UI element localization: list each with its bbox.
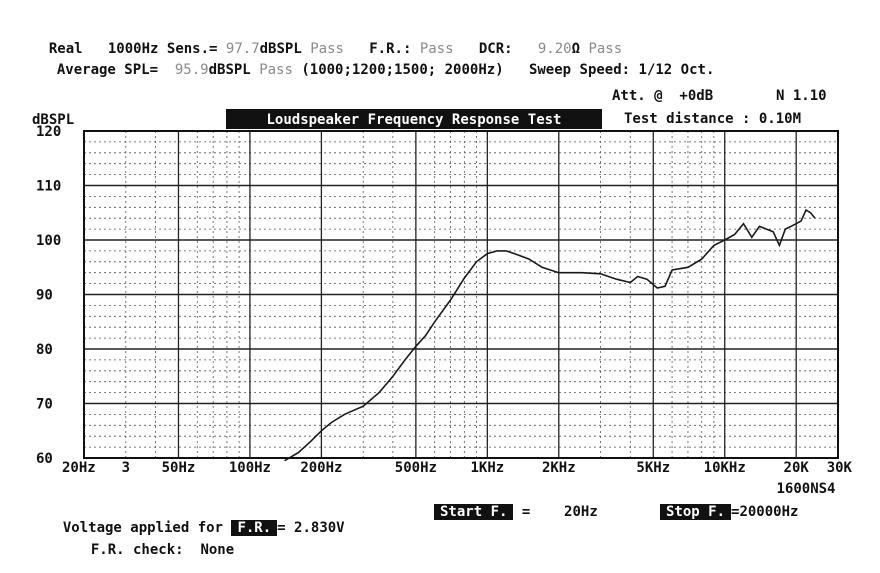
frequency-label: 1000Hz <box>107 41 159 57</box>
stop-frequency-group: Stop F. =20000Hz <box>660 504 798 520</box>
chart-title-box <box>226 109 602 129</box>
sensitivity-label: Sens.= <box>166 41 218 57</box>
average-spl-status: Pass <box>259 62 293 78</box>
start-frequency-value: 20Hz <box>564 504 598 520</box>
stop-frequency-box: Stop F. <box>660 504 732 520</box>
y-tick-label: 60 <box>36 451 53 467</box>
chart-title: Loudspeaker Frequency Response Test <box>266 112 561 128</box>
y-tick-label: 120 <box>36 124 61 140</box>
series-line <box>284 208 816 462</box>
minor-grid <box>84 131 839 458</box>
x-tick-label: 5KHz <box>636 460 670 476</box>
voltage-label: Voltage applied for <box>62 520 224 536</box>
average-spl-label: Average SPL= <box>56 62 159 78</box>
mode-label: Real <box>48 41 83 57</box>
sensitivity-status: Pass <box>310 41 344 57</box>
x-tick-label: 30K <box>827 460 853 476</box>
test-distance-label: Test distance : 0.10M <box>624 111 801 127</box>
sensitivity-value: 97.7 <box>225 41 260 57</box>
start-frequency-eq: = <box>521 504 531 520</box>
y-tick-labels: 120 110 100 90 80 70 60 <box>36 124 61 467</box>
voltage-value: = 2.830V <box>277 520 345 536</box>
x-tick-label: 2KHz <box>542 460 576 476</box>
dcr-value: 9.20 <box>537 41 572 57</box>
major-grid <box>83 130 838 459</box>
fr-label: F.R.: <box>369 41 412 57</box>
x-tick-label: 50Hz <box>162 460 196 476</box>
y-tick-label: 70 <box>36 397 53 413</box>
header-row-1: Real 1000Hz Sens.= 97.7dBSPL Pass F.R.: … <box>32 25 622 57</box>
version-label: N 1.10 <box>776 88 827 104</box>
x-tick-label: 1KHz <box>470 460 504 476</box>
start-frequency-group: Start F. = 20Hz <box>434 504 598 520</box>
model-annotation: 1600NS4 <box>776 481 835 497</box>
y-axis-label: dBSPL <box>32 112 74 128</box>
x-tick-label: 20K <box>784 460 810 476</box>
plot-frame <box>83 130 839 459</box>
fr-check-value: None <box>200 542 235 558</box>
dcr-unit: Ω <box>571 41 581 57</box>
footer-row-2: F.R. check: None <box>74 526 234 558</box>
y-tick-label: 80 <box>36 342 53 358</box>
dcr-label: DCR: <box>478 41 513 57</box>
header-row-2: Average SPL= 95.9dBSPL Pass (1000;1200;1… <box>40 46 715 78</box>
fr-status: Pass <box>419 41 454 57</box>
fr-check-label: F.R. check: <box>90 542 184 558</box>
footer-row-1: Voltage applied for F.R. = 2.830V <box>46 504 345 536</box>
stop-frequency-value: =20000Hz <box>731 504 799 520</box>
sweep-speed: Sweep Speed: 1/12 Oct. <box>528 62 715 78</box>
average-spl-unit: dBSPL <box>208 62 251 78</box>
x-tick-label: 20Hz <box>62 460 96 476</box>
average-frequencies: (1000;1200;1500; 2000Hz) <box>301 62 504 78</box>
y-tick-label: 100 <box>36 233 61 249</box>
dcr-status: Pass <box>588 41 623 57</box>
x-tick-label: 500Hz <box>395 460 437 476</box>
fr-box: F.R. <box>231 520 278 536</box>
start-frequency-box: Start F. <box>434 504 514 520</box>
y-tick-label: 110 <box>36 179 61 195</box>
x-tick-label: 10KHz <box>704 460 746 476</box>
sensitivity-unit: dBSPL <box>259 41 302 57</box>
x-tick-labels: 20Hz 3 50Hz 100Hz 200Hz 500Hz 1KHz 2KHz 5KHz 10KH… <box>62 460 853 476</box>
attenuation-label: Att. @ +0dB <box>612 88 714 104</box>
average-spl-value: 95.9 <box>174 62 209 78</box>
x-tick-label: 100Hz <box>229 460 271 476</box>
x-tick-label: 200Hz <box>300 460 342 476</box>
y-tick-label: 90 <box>36 288 53 304</box>
x-tick-label: 3 <box>122 460 130 476</box>
